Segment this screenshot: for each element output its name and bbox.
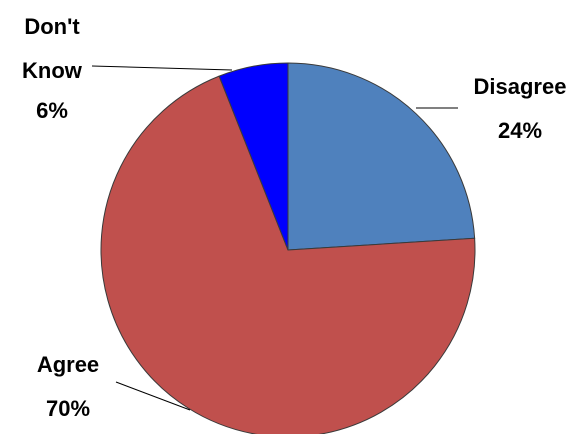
- pie-slice-don-t-know: [218, 62, 289, 251]
- slice-label-line: Don't: [24, 14, 80, 39]
- leader-line-agree: [115, 381, 191, 411]
- slice-label-line: 6%: [36, 98, 68, 123]
- slice-label-don-t-know: Don't Know 6%: [22, 14, 83, 123]
- slice-label-line: 70%: [46, 396, 90, 421]
- slice-label-line: Know: [22, 58, 83, 83]
- slice-label-line: Disagree: [474, 74, 567, 99]
- slice-label-agree: Agree 70%: [37, 352, 99, 421]
- slice-label-disagree: Disagree 24%: [474, 74, 567, 143]
- slice-label-line: 24%: [498, 118, 542, 143]
- leader-line-don-t-know: [91, 65, 233, 71]
- pie-slice-disagree: [287, 62, 476, 251]
- pie-slice-agree: [100, 75, 476, 434]
- leader-lines: [91, 65, 458, 411]
- slice-label-line: Agree: [37, 352, 99, 377]
- pie-slices: [100, 62, 476, 434]
- slice-labels: Disagree 24% Agree 70% Don't Know 6%: [22, 14, 566, 421]
